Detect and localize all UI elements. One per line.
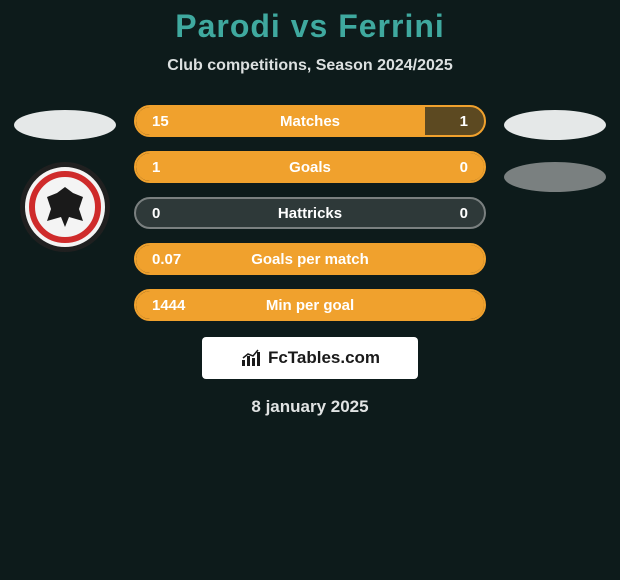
player-silhouette-right-1 — [504, 110, 606, 140]
main-row: 15 Matches 1 1 Goals 0 0 Hattricks 0 0.07 Goals pe… — [0, 105, 620, 321]
stat-value-right: 1 — [460, 113, 468, 130]
date-label: 8 january 2025 — [0, 397, 620, 417]
stat-value-right: 0 — [460, 159, 468, 176]
stats-column: 15 Matches 1 1 Goals 0 0 Hattricks 0 0.07 Goals pe… — [130, 105, 490, 321]
brand-text: FcTables.com — [268, 348, 380, 368]
stat-label: Min per goal — [266, 297, 354, 314]
club-badge-left — [20, 162, 110, 252]
infographic-container: Parodi vs Ferrini Club competitions, Sea… — [0, 0, 620, 417]
stat-label: Matches — [280, 113, 340, 130]
stat-label: Goals — [289, 159, 331, 176]
stat-value-left: 0 — [152, 205, 160, 222]
stat-value-right: 0 — [460, 205, 468, 222]
devil-icon — [45, 187, 85, 227]
stat-bar: 15 Matches 1 — [134, 105, 486, 137]
player-silhouette-right-2 — [504, 162, 606, 192]
subtitle: Club competitions, Season 2024/2025 — [0, 57, 620, 75]
stat-label: Hattricks — [278, 205, 342, 222]
left-logo-column — [0, 105, 130, 252]
stat-bar: 1 Goals 0 — [134, 151, 486, 183]
stat-label: Goals per match — [251, 251, 369, 268]
stat-value-left: 15 — [152, 113, 169, 130]
stat-bar: 0 Hattricks 0 — [134, 197, 486, 229]
stat-bar: 0.07 Goals per match — [134, 243, 486, 275]
stat-value-left: 1444 — [152, 297, 185, 314]
stat-value-left: 0.07 — [152, 251, 181, 268]
stat-bar: 1444 Min per goal — [134, 289, 486, 321]
stat-value-left: 1 — [152, 159, 160, 176]
page-title: Parodi vs Ferrini — [0, 8, 620, 45]
right-logo-column — [490, 105, 620, 192]
branding-badge: FcTables.com — [202, 337, 418, 379]
player-silhouette-left — [14, 110, 116, 140]
chart-icon — [240, 348, 264, 368]
